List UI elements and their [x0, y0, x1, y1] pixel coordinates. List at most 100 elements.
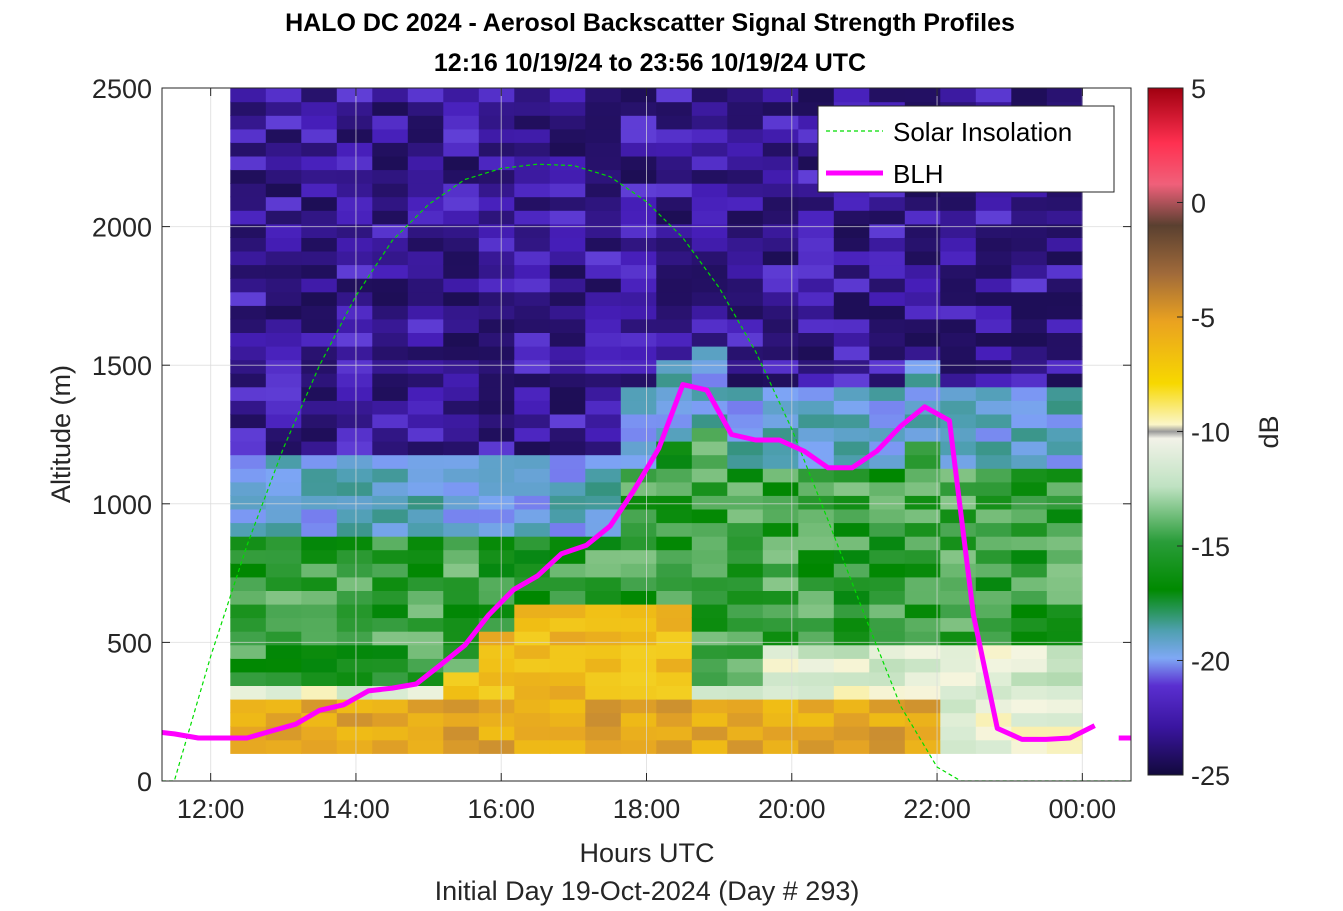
heatmap-cell [585, 699, 622, 714]
heatmap-cell [904, 359, 941, 374]
heatmap-cell [691, 603, 728, 619]
heatmap-cell [407, 142, 444, 157]
heatmap-cell [691, 441, 728, 456]
heatmap-cell [407, 549, 444, 564]
heatmap-cell [514, 386, 551, 401]
heatmap-cell [585, 603, 622, 619]
heatmap-cell [301, 536, 338, 551]
heatmap-cell [372, 739, 409, 754]
heatmap-cell [1011, 495, 1048, 510]
heatmap-cell [514, 413, 551, 429]
heatmap-cell [265, 359, 302, 374]
heatmap-cell [1011, 318, 1048, 333]
heatmap-cell [727, 101, 764, 116]
heatmap-cell [265, 603, 302, 619]
heatmap-cell [691, 101, 728, 116]
heatmap-cell [301, 603, 338, 619]
heatmap-cell [407, 712, 444, 727]
heatmap-cell [585, 250, 622, 266]
heatmap-cell [656, 644, 693, 659]
heatmap-cell [869, 563, 906, 578]
heatmap-cell [372, 576, 409, 591]
heatmap-cell [549, 400, 586, 415]
heatmap-cell [904, 739, 941, 754]
heatmap-cell [691, 359, 728, 374]
heatmap-cell [656, 563, 693, 578]
heatmap-cell [407, 576, 444, 591]
heatmap-cell [904, 563, 941, 578]
heatmap-cell [265, 237, 302, 252]
heatmap-cell [514, 576, 551, 591]
heatmap-cell [301, 278, 338, 293]
heatmap-cell [549, 318, 586, 333]
heatmap-cell [443, 264, 480, 279]
heatmap-cell [372, 142, 409, 157]
heatmap-cell [869, 346, 906, 361]
heatmap-cell [869, 508, 906, 524]
heatmap-cell [869, 250, 906, 266]
heatmap-cell [407, 726, 444, 741]
solar-insolation-line [162, 163, 1131, 781]
heatmap-cell [514, 373, 551, 388]
heatmap-cell [336, 373, 373, 388]
heatmap-cell [1046, 644, 1083, 659]
heatmap-cell [656, 481, 693, 496]
heatmap-cell [620, 631, 657, 646]
heatmap-cell [265, 291, 302, 306]
heatmap-cell [975, 305, 1012, 320]
heatmap-cell [975, 413, 1012, 429]
heatmap-cell [372, 454, 409, 469]
heatmap-cell [940, 373, 977, 388]
heatmap-cell [478, 644, 515, 659]
heatmap-cell [478, 454, 515, 469]
heatmap-cell [691, 549, 728, 564]
heatmap-cell [869, 603, 906, 619]
heatmap-cell [549, 658, 586, 673]
heatmap-cell [372, 603, 409, 619]
heatmap-cell [478, 549, 515, 564]
heatmap-cell [407, 400, 444, 415]
heatmap-cell [762, 305, 799, 320]
heatmap-cell [904, 685, 941, 700]
heatmap-cell [585, 142, 622, 157]
heatmap-cell [691, 346, 728, 361]
heatmap-cell [1011, 712, 1048, 727]
heatmap-cell [230, 183, 267, 198]
heatmap-cell [975, 685, 1012, 700]
heatmap-cell [869, 644, 906, 659]
heatmap-cell [691, 373, 728, 388]
heatmap-cell [691, 495, 728, 510]
heatmap-cell [1046, 278, 1083, 293]
heatmap-cell [727, 291, 764, 306]
heatmap-cell [336, 278, 373, 293]
heatmap-cell [727, 305, 764, 320]
heatmap-cell [336, 305, 373, 320]
heatmap-cell [656, 115, 693, 130]
heatmap-cell [727, 155, 764, 171]
heatmap-cell [798, 671, 835, 686]
heatmap-cell [336, 590, 373, 605]
heatmap-cell [301, 142, 338, 157]
heatmap-cell [1046, 400, 1083, 415]
heatmap-cell [230, 671, 267, 686]
heatmap-cell [620, 210, 657, 225]
heatmap-cell [691, 278, 728, 293]
heatmap-cell [514, 739, 551, 754]
heatmap-cell [975, 278, 1012, 293]
heatmap-cell [833, 250, 870, 266]
heatmap-cell [904, 603, 941, 619]
heatmap-cell [1011, 210, 1048, 225]
heatmap-cell [549, 223, 586, 238]
heatmap-cell [1011, 644, 1048, 659]
heatmap-cell [620, 603, 657, 619]
heatmap-cell [372, 563, 409, 578]
heatmap-cell [549, 508, 586, 524]
heatmap-cell [265, 644, 302, 659]
heatmap-cell [940, 332, 977, 347]
heatmap-cell [265, 427, 302, 442]
heatmap-cell [1046, 536, 1083, 551]
heatmap-cell [904, 671, 941, 686]
heatmap-cell [762, 631, 799, 646]
heatmap-cell [265, 400, 302, 415]
